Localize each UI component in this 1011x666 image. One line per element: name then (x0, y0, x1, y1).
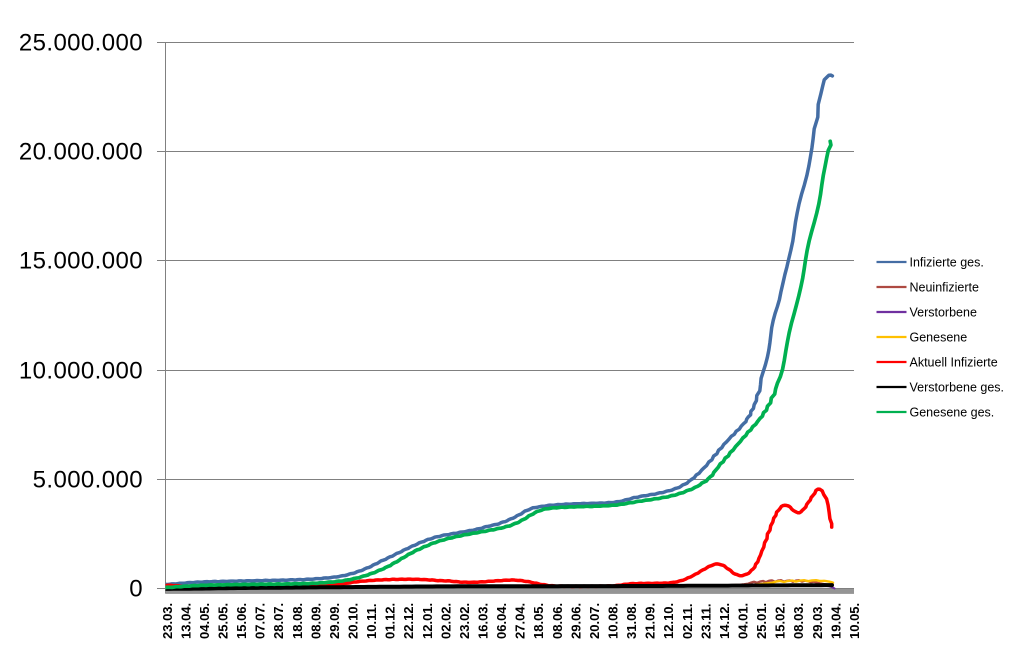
svg-text:31.08.: 31.08. (624, 603, 639, 639)
svg-text:Verstorbene ges.: Verstorbene ges. (910, 380, 1005, 394)
svg-text:29.03.: 29.03. (810, 603, 825, 639)
svg-text:10.11.: 10.11. (364, 604, 379, 639)
svg-text:Infizierte ges.: Infizierte ges. (910, 255, 984, 269)
svg-text:18.08.: 18.08. (290, 603, 305, 639)
svg-text:Genesene ges.: Genesene ges. (910, 405, 995, 419)
svg-text:23.11.: 23.11. (698, 604, 713, 639)
svg-text:20.000.000: 20.000.000 (19, 139, 143, 166)
svg-text:5.000.000: 5.000.000 (33, 467, 143, 494)
svg-text:01.12.: 01.12. (383, 603, 398, 639)
svg-text:22.12.: 22.12. (401, 603, 416, 639)
svg-text:13.04.: 13.04. (178, 603, 193, 639)
svg-text:12.10.: 12.10. (661, 603, 676, 639)
svg-text:Genesene: Genesene (910, 330, 968, 344)
svg-text:25.000.000: 25.000.000 (19, 30, 143, 57)
svg-text:08.03.: 08.03. (791, 603, 806, 639)
svg-text:07.07.: 07.07. (253, 603, 268, 639)
svg-text:14.12.: 14.12. (717, 603, 732, 639)
svg-text:08.09.: 08.09. (308, 603, 323, 639)
svg-text:21.09.: 21.09. (643, 603, 658, 639)
svg-text:02.02.: 02.02. (438, 603, 453, 639)
svg-text:20.10.: 20.10. (346, 603, 361, 639)
svg-text:16.03.: 16.03. (475, 603, 490, 639)
svg-text:27.04.: 27.04. (513, 603, 528, 639)
svg-text:06.04.: 06.04. (494, 603, 509, 639)
svg-text:08.06.: 08.06. (550, 603, 565, 639)
svg-text:0: 0 (129, 576, 143, 603)
svg-text:15.06.: 15.06. (234, 603, 249, 639)
svg-text:23.03.: 23.03. (160, 603, 175, 639)
svg-text:25.05.: 25.05. (216, 603, 231, 639)
svg-text:02.11.: 02.11. (680, 604, 695, 639)
svg-text:19.04.: 19.04. (828, 603, 843, 639)
svg-text:10.08.: 10.08. (605, 603, 620, 639)
svg-text:Aktuell Infizierte: Aktuell Infizierte (910, 355, 998, 369)
svg-text:29.06.: 29.06. (568, 603, 583, 639)
svg-text:20.07.: 20.07. (587, 603, 602, 639)
svg-text:15.02.: 15.02. (773, 603, 788, 639)
svg-text:04.01.: 04.01. (735, 603, 750, 639)
svg-text:04.05.: 04.05. (197, 603, 212, 639)
svg-text:15.000.000: 15.000.000 (19, 248, 143, 275)
svg-text:Verstorbene: Verstorbene (910, 305, 977, 319)
svg-text:12.01.: 12.01. (420, 603, 435, 639)
svg-text:25.01.: 25.01. (754, 603, 769, 639)
svg-text:29.09.: 29.09. (327, 603, 342, 639)
svg-text:23.02.: 23.02. (457, 603, 472, 639)
svg-text:18.05.: 18.05. (531, 603, 546, 639)
svg-text:10.000.000: 10.000.000 (19, 358, 143, 385)
svg-text:28.07.: 28.07. (271, 603, 286, 639)
svg-text:Neuinfizierte: Neuinfizierte (910, 280, 980, 294)
svg-text:10.05.: 10.05. (847, 603, 862, 639)
